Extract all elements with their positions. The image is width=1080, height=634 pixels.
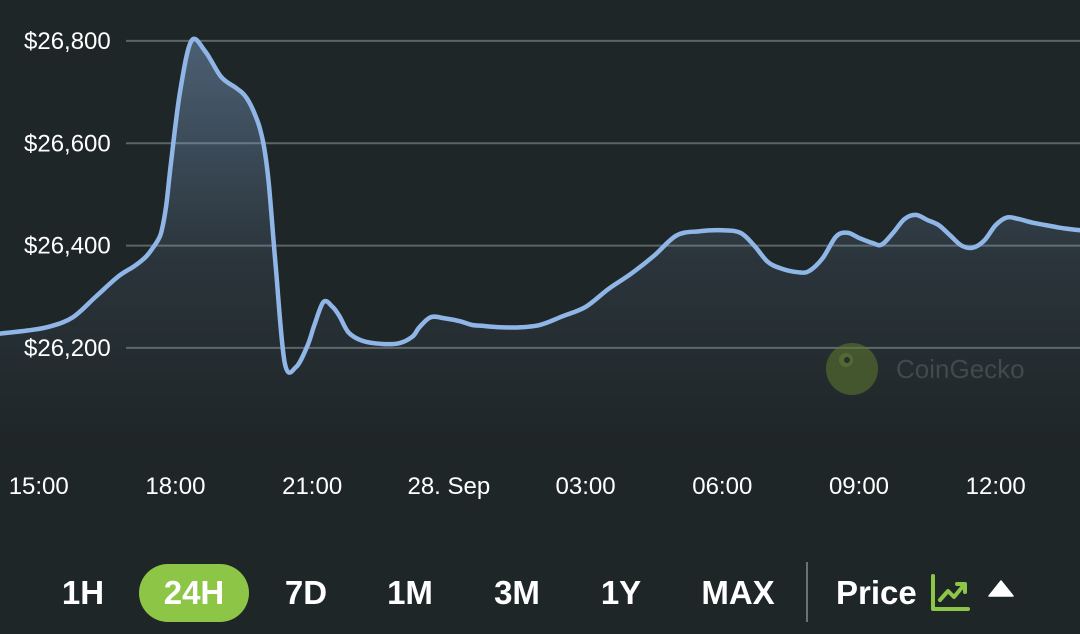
divider [806,562,808,622]
y-tick-label: $26,600 [24,130,111,157]
x-tick-label: 21:00 [282,473,342,500]
x-tick-label: 28. Sep [407,473,490,500]
caret-up-icon[interactable] [988,580,1014,598]
range-tab-1y[interactable]: 1Y [600,574,642,611]
x-tick-label: 06:00 [692,473,752,500]
price-chart[interactable]: $26,800 $26,600 $26,400 $26,200 15:00 18:00 2… [0,0,1080,520]
price-area-fill [0,38,1080,441]
x-tick-label: 03:00 [556,473,616,500]
range-tab-3m[interactable]: 3M [494,574,540,611]
y-tick-label: $26,400 [24,233,111,260]
line-chart-icon[interactable] [930,574,970,612]
range-tab-1h[interactable]: 1H [61,574,105,611]
x-axis-labels: 15:00 18:00 21:00 28. Sep 03:00 06:00 09:00 12:… [9,473,1026,500]
range-tab-7d[interactable]: 7D [284,574,328,611]
watermark-text: CoinGecko [896,354,1025,384]
range-tab-1m[interactable]: 1M [387,574,433,611]
y-tick-label: $26,800 [24,28,111,55]
x-tick-label: 18:00 [145,473,205,500]
y-axis-labels: $26,800 $26,600 $26,400 $26,200 [24,28,111,362]
time-range-bar: 1H 24H 7D 1M 3M 1Y MAX Price [0,548,1080,634]
coingecko-watermark: CoinGecko [826,343,1025,395]
range-tab-max[interactable]: MAX [701,574,775,611]
range-tab-24h[interactable]: 24H [139,564,249,622]
x-tick-label: 15:00 [9,473,69,500]
x-tick-label: 12:00 [966,473,1026,500]
price-line [0,36,1080,375]
y-tick-label: $26,200 [24,335,111,362]
metric-selector-button[interactable]: Price [836,574,917,611]
x-tick-label: 09:00 [829,473,889,500]
gecko-logo-icon [826,343,878,395]
